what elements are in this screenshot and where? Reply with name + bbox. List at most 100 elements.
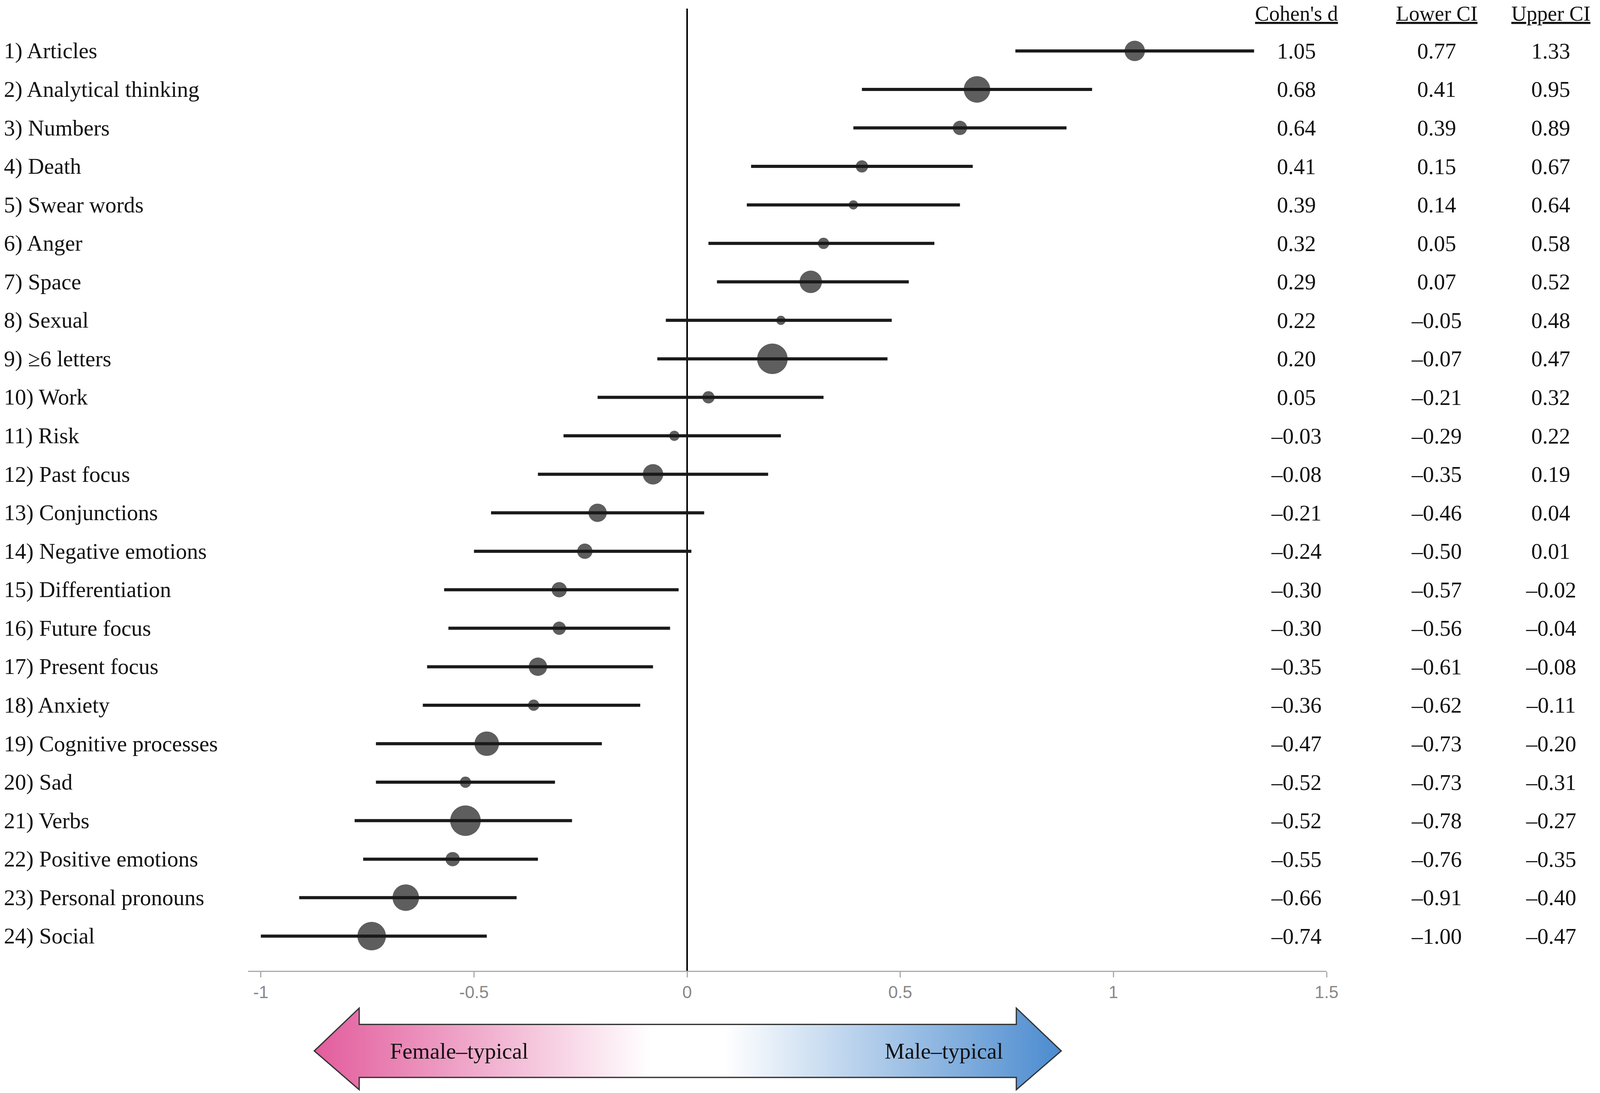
svg-text:1) Articles: 1) Articles xyxy=(3,38,98,64)
svg-text:–0.04: –0.04 xyxy=(1525,616,1577,641)
svg-text:0.39: 0.39 xyxy=(1276,192,1317,218)
svg-text:0.39: 0.39 xyxy=(1417,115,1457,141)
svg-text:0.52: 0.52 xyxy=(1531,269,1571,295)
svg-text:–0.62: –0.62 xyxy=(1411,692,1462,718)
svg-text:–0.21: –0.21 xyxy=(1411,385,1462,410)
svg-text:2) Analytical thinking: 2) Analytical thinking xyxy=(3,76,200,102)
svg-text:23) Personal pronouns: 23) Personal pronouns xyxy=(3,885,205,911)
svg-text:Cohen's d: Cohen's d xyxy=(1255,1,1338,26)
svg-text:0.64: 0.64 xyxy=(1531,192,1571,218)
svg-text:–0.36: –0.36 xyxy=(1271,692,1322,718)
svg-text:–0.73: –0.73 xyxy=(1411,731,1462,757)
svg-text:–0.35: –0.35 xyxy=(1411,462,1462,487)
svg-text:–0.47: –0.47 xyxy=(1525,924,1577,949)
svg-text:0.20: 0.20 xyxy=(1276,346,1317,372)
svg-text:5) Swear words: 5) Swear words xyxy=(3,192,144,218)
svg-text:0.41: 0.41 xyxy=(1417,76,1457,102)
svg-text:–0.40: –0.40 xyxy=(1525,885,1577,911)
svg-text:–0.03: –0.03 xyxy=(1271,423,1322,449)
svg-text:1.5: 1.5 xyxy=(1314,982,1339,1002)
svg-text:15) Differentiation: 15) Differentiation xyxy=(3,577,172,603)
svg-text:0.68: 0.68 xyxy=(1276,76,1317,102)
svg-text:–0.91: –0.91 xyxy=(1411,885,1462,911)
svg-text:0.48: 0.48 xyxy=(1531,308,1571,333)
svg-text:19) Cognitive processes: 19) Cognitive processes xyxy=(3,731,218,757)
svg-text:0.29: 0.29 xyxy=(1276,269,1317,295)
svg-text:13) Conjunctions: 13) Conjunctions xyxy=(3,500,158,526)
svg-text:0.22: 0.22 xyxy=(1531,423,1571,449)
svg-text:Female–typical: Female–typical xyxy=(389,1039,529,1064)
svg-text:20) Sad: 20) Sad xyxy=(3,769,73,795)
svg-text:Lower CI: Lower CI xyxy=(1396,1,1478,26)
svg-text:12) Past focus: 12) Past focus xyxy=(3,462,131,488)
svg-text:–0.61: –0.61 xyxy=(1411,654,1462,680)
svg-text:–0.29: –0.29 xyxy=(1411,423,1462,449)
svg-text:–0.30: –0.30 xyxy=(1271,616,1322,641)
svg-text:0.41: 0.41 xyxy=(1276,154,1317,179)
svg-text:0.05: 0.05 xyxy=(1417,231,1457,256)
svg-text:0: 0 xyxy=(682,982,692,1002)
svg-text:18) Anxiety: 18) Anxiety xyxy=(3,692,110,718)
svg-text:–0.08: –0.08 xyxy=(1525,654,1577,680)
svg-text:0.32: 0.32 xyxy=(1531,385,1571,410)
svg-text:Upper CI: Upper CI xyxy=(1511,1,1591,26)
svg-text:–0.05: –0.05 xyxy=(1411,308,1462,333)
svg-text:-0.5: -0.5 xyxy=(458,982,489,1002)
svg-text:–0.30: –0.30 xyxy=(1271,577,1322,603)
svg-text:0.64: 0.64 xyxy=(1276,115,1317,141)
svg-text:24) Social: 24) Social xyxy=(3,923,95,949)
svg-text:–0.07: –0.07 xyxy=(1411,346,1462,372)
svg-text:10) Work: 10) Work xyxy=(3,384,88,410)
svg-text:16) Future focus: 16) Future focus xyxy=(3,616,152,642)
svg-text:1.05: 1.05 xyxy=(1276,38,1317,64)
svg-text:–0.20: –0.20 xyxy=(1525,731,1577,757)
svg-text:–0.31: –0.31 xyxy=(1525,770,1577,795)
svg-text:21) Verbs: 21) Verbs xyxy=(3,808,90,834)
svg-text:11) Risk: 11) Risk xyxy=(3,423,80,449)
svg-text:0.07: 0.07 xyxy=(1417,269,1457,295)
svg-text:17) Present focus: 17) Present focus xyxy=(3,654,159,680)
svg-text:–0.57: –0.57 xyxy=(1411,577,1462,603)
svg-text:22) Positive emotions: 22) Positive emotions xyxy=(3,846,199,872)
svg-text:0.15: 0.15 xyxy=(1417,154,1457,179)
svg-text:1: 1 xyxy=(1108,982,1118,1002)
svg-text:–0.52: –0.52 xyxy=(1271,770,1322,795)
svg-text:3) Numbers: 3) Numbers xyxy=(3,115,110,141)
svg-text:–0.21: –0.21 xyxy=(1271,500,1322,526)
svg-text:0.32: 0.32 xyxy=(1276,231,1317,256)
svg-text:–0.46: –0.46 xyxy=(1411,500,1462,526)
svg-text:–0.24: –0.24 xyxy=(1271,539,1322,564)
svg-text:9) ≥6 letters: 9) ≥6 letters xyxy=(3,346,112,372)
svg-text:–0.50: –0.50 xyxy=(1411,539,1462,564)
svg-text:–0.52: –0.52 xyxy=(1271,808,1322,834)
svg-text:Male–typical: Male–typical xyxy=(884,1039,1004,1064)
svg-text:0.19: 0.19 xyxy=(1531,462,1571,487)
svg-text:–0.35: –0.35 xyxy=(1525,847,1577,872)
svg-text:7) Space: 7) Space xyxy=(3,269,82,295)
svg-text:0.67: 0.67 xyxy=(1531,154,1571,179)
svg-text:–0.11: –0.11 xyxy=(1526,692,1576,718)
svg-text:–0.73: –0.73 xyxy=(1411,770,1462,795)
svg-text:–1.00: –1.00 xyxy=(1411,924,1462,949)
svg-text:0.04: 0.04 xyxy=(1531,500,1571,526)
svg-text:–0.35: –0.35 xyxy=(1271,654,1322,680)
svg-text:8) Sexual: 8) Sexual xyxy=(3,307,89,333)
svg-text:0.5: 0.5 xyxy=(888,982,913,1002)
svg-text:0.47: 0.47 xyxy=(1531,346,1571,372)
svg-text:–0.66: –0.66 xyxy=(1271,885,1322,911)
svg-text:0.77: 0.77 xyxy=(1417,38,1457,64)
svg-text:0.89: 0.89 xyxy=(1531,115,1571,141)
svg-text:0.58: 0.58 xyxy=(1531,231,1571,256)
svg-text:–0.78: –0.78 xyxy=(1411,808,1462,834)
svg-text:–0.02: –0.02 xyxy=(1525,577,1577,603)
svg-text:–0.55: –0.55 xyxy=(1271,847,1322,872)
svg-text:0.01: 0.01 xyxy=(1531,539,1571,564)
svg-text:0.14: 0.14 xyxy=(1417,192,1457,218)
svg-text:0.22: 0.22 xyxy=(1276,308,1317,333)
svg-text:–0.56: –0.56 xyxy=(1411,616,1462,641)
svg-text:–0.76: –0.76 xyxy=(1411,847,1462,872)
svg-text:-1: -1 xyxy=(253,982,269,1002)
svg-text:14) Negative emotions: 14) Negative emotions xyxy=(3,539,207,565)
svg-text:–0.74: –0.74 xyxy=(1271,924,1322,949)
svg-text:0.05: 0.05 xyxy=(1276,385,1317,410)
